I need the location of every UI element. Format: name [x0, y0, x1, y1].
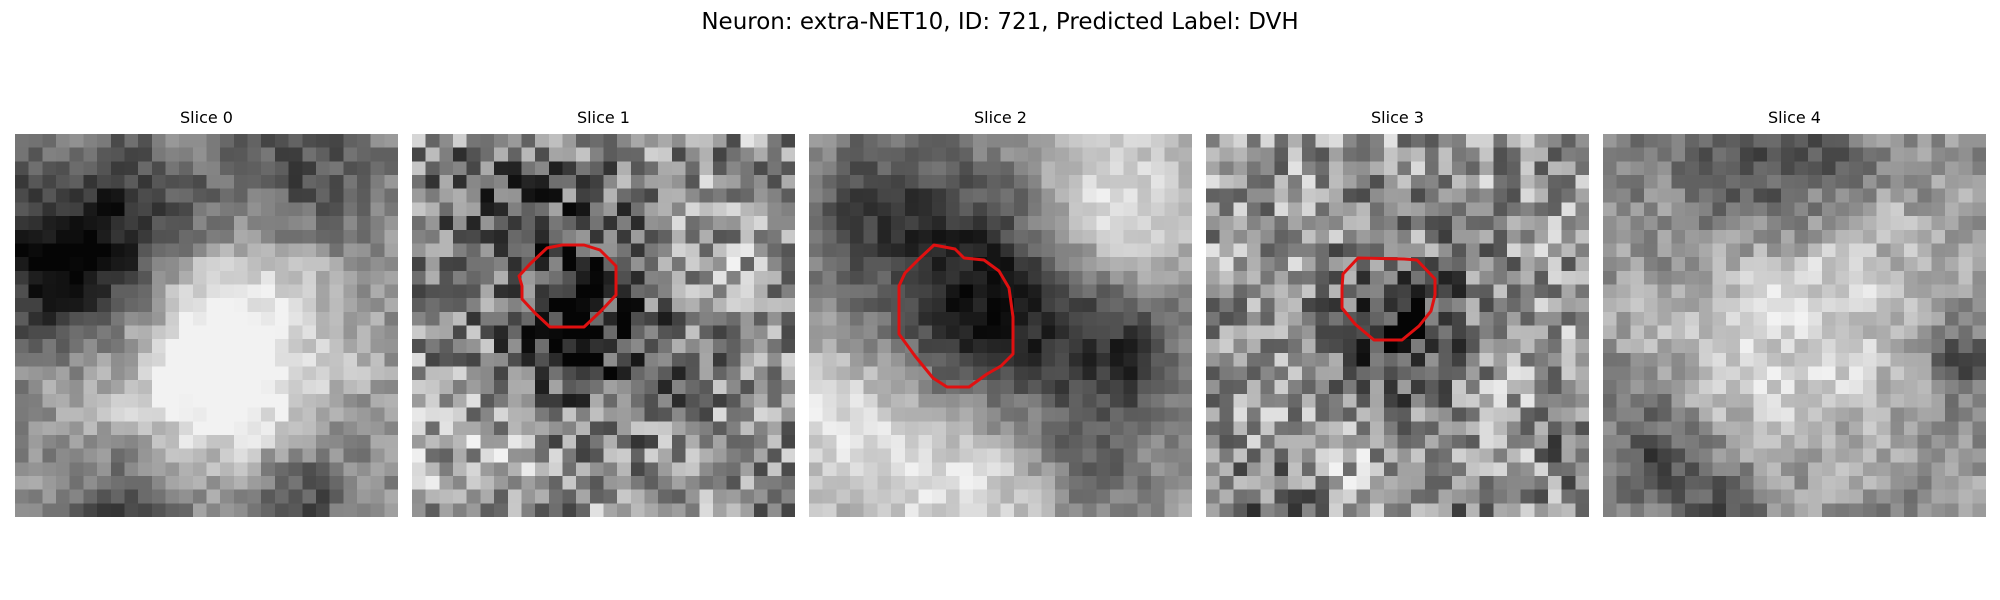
- slice-title: Slice 2: [974, 108, 1027, 127]
- slice-image: [15, 134, 398, 517]
- slice-title: Slice 4: [1768, 108, 1821, 127]
- roi-contour: [1340, 256, 1437, 342]
- roi-contour: [517, 243, 618, 329]
- slice-image: [1603, 134, 1986, 517]
- figure-title: Neuron: extra-NET10, ID: 721, Predicted …: [701, 9, 1299, 35]
- slice-title: Slice 1: [577, 108, 630, 127]
- slice-title: Slice 3: [1371, 108, 1424, 127]
- roi-contour: [897, 243, 1015, 389]
- slice-title: Slice 0: [180, 108, 233, 127]
- slice-image: [412, 134, 795, 517]
- slice-image: [809, 134, 1192, 517]
- slice-image: [1206, 134, 1589, 517]
